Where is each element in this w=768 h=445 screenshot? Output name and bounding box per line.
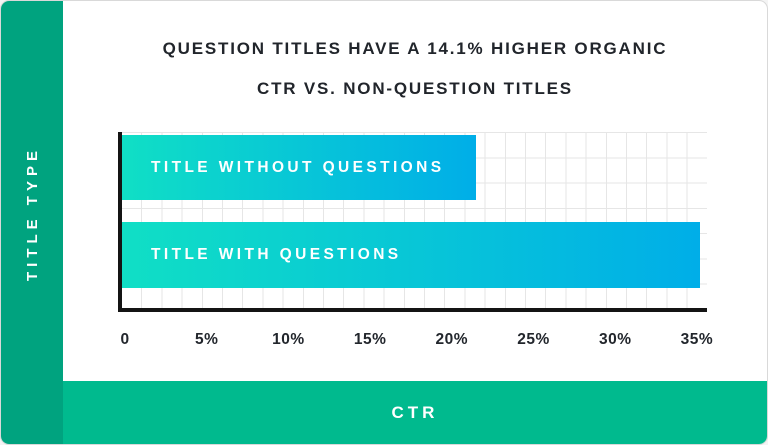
chart-title: QUESTION TITLES HAVE A 14.1% HIGHER ORGA… bbox=[63, 29, 767, 109]
chart-title-line2: CTR VS. NON-QUESTION TITLES bbox=[257, 79, 573, 98]
x-tick: 15% bbox=[353, 331, 387, 348]
x-tick: 5% bbox=[195, 331, 219, 348]
chart-title-line1: QUESTION TITLES HAVE A 14.1% HIGHER ORGA… bbox=[162, 39, 668, 58]
plot-area: TITLE WITHOUT QUESTIONS TITLE WITH QUEST… bbox=[121, 132, 707, 309]
bar-title-without-questions: TITLE WITHOUT QUESTIONS bbox=[121, 135, 476, 200]
x-tick: 10% bbox=[272, 331, 305, 348]
x-axis-line bbox=[118, 308, 707, 312]
x-axis-band: CTR bbox=[63, 381, 767, 444]
x-tick: 35% bbox=[680, 331, 714, 348]
y-axis-label: TITLE TYPE bbox=[23, 145, 41, 281]
y-axis-line bbox=[118, 132, 122, 312]
bar-label: TITLE WITHOUT QUESTIONS bbox=[151, 158, 445, 176]
y-axis-band: TITLE TYPE bbox=[1, 1, 63, 444]
x-tick: 25% bbox=[517, 331, 550, 348]
x-axis-label: CTR bbox=[391, 402, 439, 422]
x-tick: 20% bbox=[435, 331, 469, 348]
x-axis-ticks: 0 5% 10% 15% 20% 25% 30% 35% bbox=[97, 331, 725, 349]
bar-title-with-questions: TITLE WITH QUESTIONS bbox=[121, 222, 700, 288]
bar-label: TITLE WITH QUESTIONS bbox=[151, 246, 402, 263]
x-tick: 30% bbox=[598, 331, 632, 348]
x-tick: 0 bbox=[120, 331, 130, 348]
